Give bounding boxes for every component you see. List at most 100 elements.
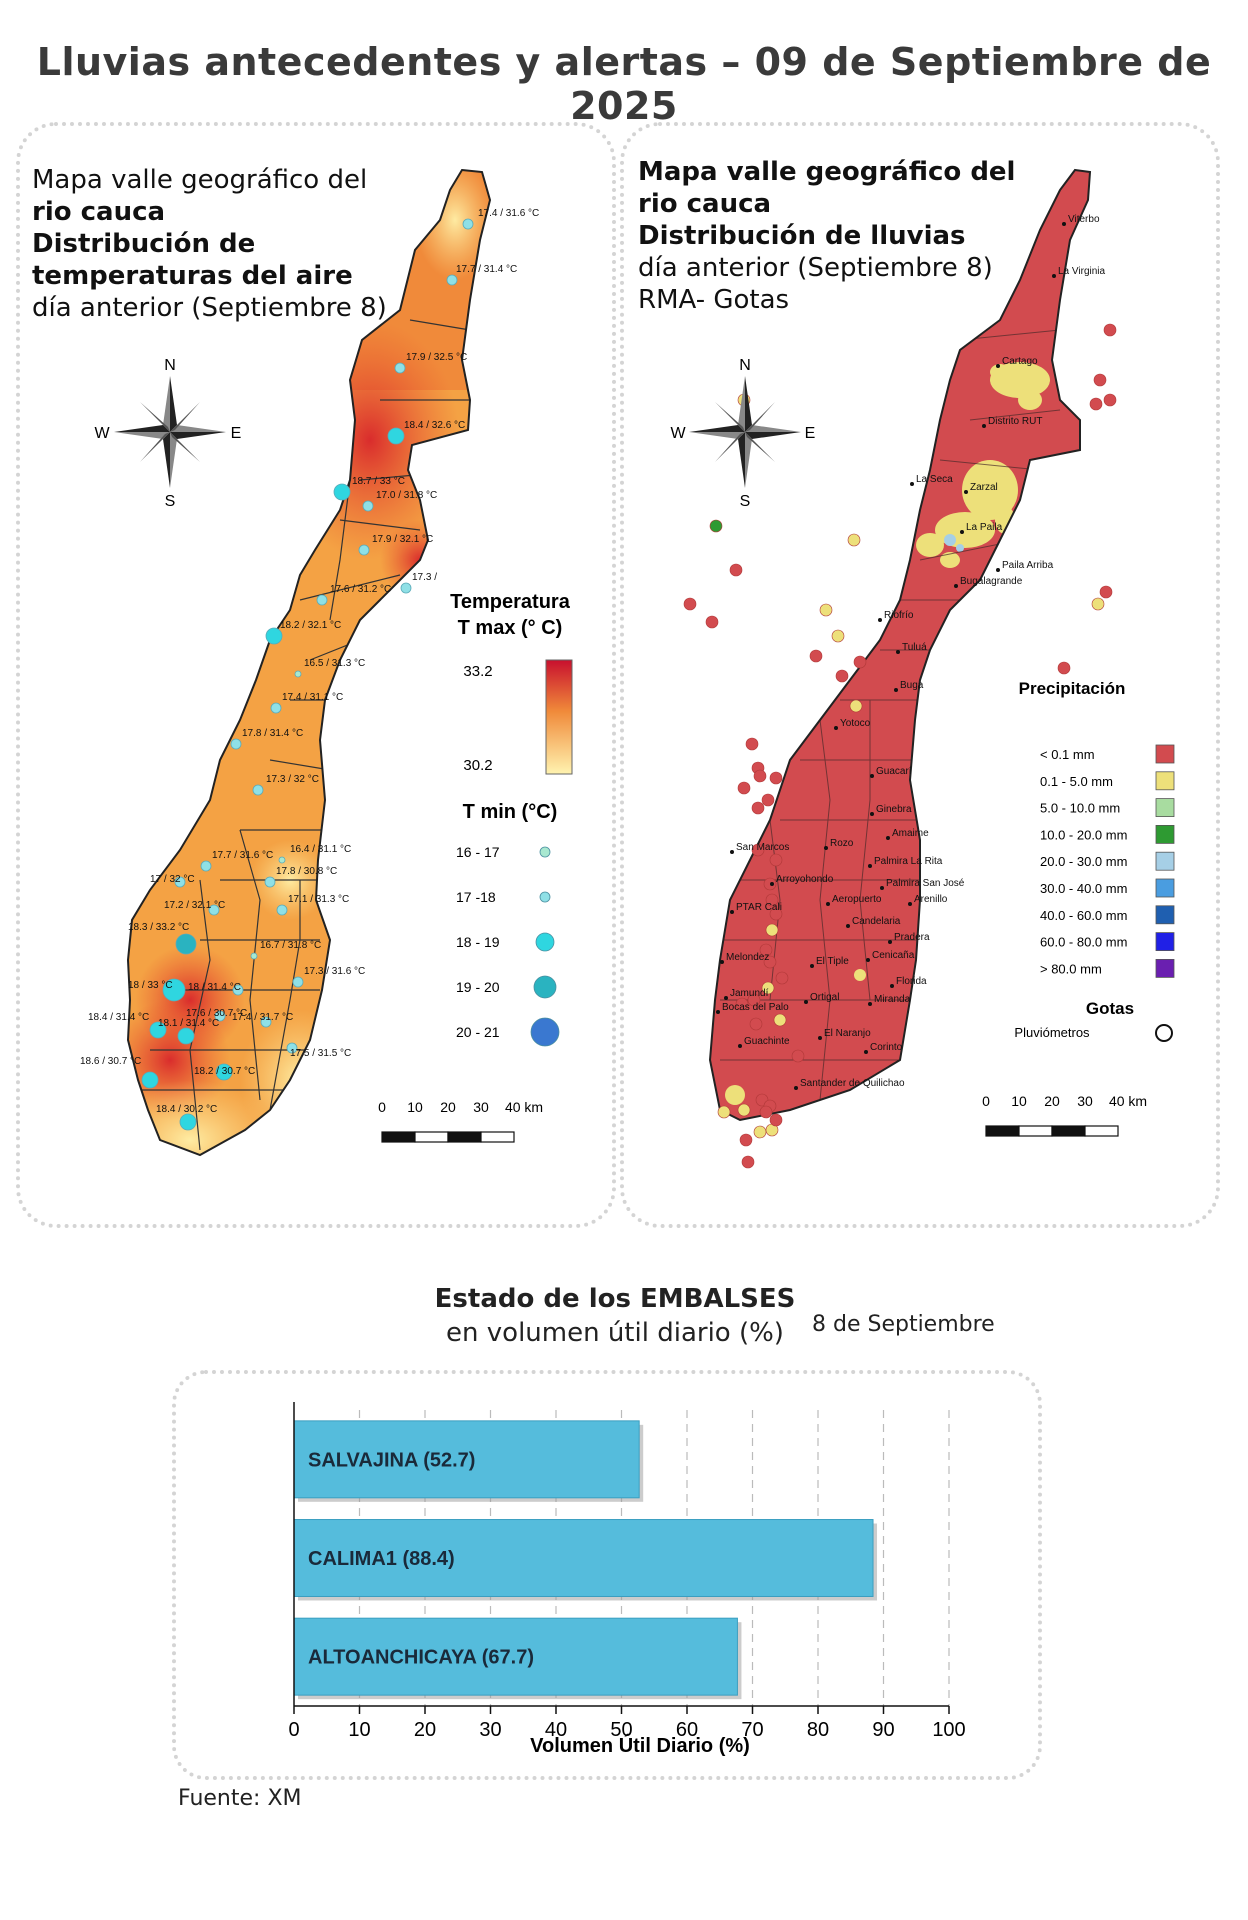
chart-bar-label: SALVAJINA (52.7): [308, 1449, 475, 1471]
temp-station-label: 17.4 / 31.6 °C: [478, 208, 539, 219]
rain-town-dot: [724, 996, 728, 1000]
rain-town-label: Viterbo: [1068, 214, 1100, 225]
temp-station-label: 17.8 / 31.4 °C: [242, 728, 303, 739]
chart-tick-label: 70: [741, 1719, 763, 1741]
temp-station-dot: [250, 952, 258, 960]
rain-gauge-dot: [765, 893, 779, 907]
tmin-legend-swatch: [530, 1017, 560, 1047]
reservoir-bar-chart: SALVAJINA (52.7) CALIMA1 (88.4) ALTOANCHIC…: [288, 1402, 966, 1757]
temp-station-dot: [215, 1063, 233, 1081]
rain-town-label: Palmira La Rita: [874, 856, 943, 867]
temp-station-label: 18.7 / 33 °C: [352, 476, 405, 487]
tmin-legend-swatch: [535, 932, 555, 952]
scale-bar-segment: [447, 1131, 482, 1143]
legend-tmax-colorbar: [545, 659, 573, 775]
rain-gauge-dot: [745, 737, 759, 751]
temp-station-label: 17.4 / 31.7 °C: [232, 1012, 293, 1023]
rain-gauge-dot: [759, 1105, 773, 1119]
temp-station-dot: [208, 904, 220, 916]
rain-gauge-dot: [705, 615, 719, 629]
rain-gauge-dot: [737, 1103, 751, 1117]
rain-town-label: Paila Arriba: [1002, 560, 1054, 571]
rain-town-dot: [964, 490, 968, 494]
temp-station-dot: [260, 1016, 272, 1028]
rain-town-dot: [818, 1036, 822, 1040]
rain-gauge-dot: [1103, 393, 1117, 407]
temp-station-label: 17.9 / 32.1 °C: [372, 534, 433, 545]
legend-tmax-title-2: T max (° C): [458, 617, 563, 639]
rain-legend-swatch: [1155, 851, 1175, 871]
rain-town-dot: [890, 984, 894, 988]
rain-town-label: Pradera: [894, 932, 930, 943]
scale-bar-segment: [1018, 1125, 1053, 1137]
temp-title-line-2: rio cauca: [32, 197, 166, 227]
rain-town-label: Amaime: [892, 828, 929, 839]
temp-station-label: 17.1 / 31.3 °C: [288, 894, 349, 905]
tmin-legend-label: 17 -18: [456, 889, 496, 905]
temp-station-label: 17.3 / 32 °C: [266, 774, 319, 785]
rain-town-dot: [880, 886, 884, 890]
temp-station-dot: [333, 483, 351, 501]
rain-legend-swatch: [1155, 825, 1175, 844]
rain-town-dot: [804, 1000, 808, 1004]
rain-town-dot: [810, 964, 814, 968]
compass-e: E: [805, 425, 816, 442]
temp-station-dot: [270, 702, 282, 714]
scale-label: 10: [1011, 1093, 1027, 1109]
rain-town-dot: [878, 618, 882, 622]
temp-station-label: 18.4 / 30.2 °C: [156, 1104, 217, 1115]
compass-rose-icon: [114, 376, 226, 488]
scale-label: 30: [1077, 1093, 1093, 1109]
temp-station-label: 18.1 / 31.4 °C: [158, 1018, 219, 1029]
gotas-label: Pluviómetros: [1014, 1025, 1090, 1040]
chart-tick-label: 10: [348, 1719, 370, 1741]
rain-gauge-dot: [775, 971, 789, 985]
rain-legend-swatch: [1155, 932, 1175, 951]
rain-town-dot: [1052, 274, 1056, 278]
temp-station-label: 18.2 / 30.7 °C: [194, 1066, 255, 1077]
temp-station-dot: [174, 876, 186, 888]
rain-gauge-dot: [847, 533, 861, 547]
rain-legend-label: 30.0 - 40.0 mm: [1040, 881, 1127, 896]
rain-legend-label: > 80.0 mm: [1040, 961, 1102, 976]
rain-town-label: Jamundí: [730, 988, 769, 999]
temp-station-dot: [141, 1071, 159, 1089]
temp-subtitle: día anterior (Septiembre 8): [32, 293, 387, 323]
rain-map: N S E W Viterbo La Virginia Cartago Distrit…: [670, 168, 1175, 1169]
temp-station-dot: [214, 1010, 226, 1022]
chart-tick-label: 20: [414, 1719, 436, 1741]
rain-town-dot: [770, 882, 774, 886]
tmin-legend-swatch: [539, 891, 551, 903]
temp-station-label: 17.7 / 31.4 °C: [456, 264, 517, 275]
temp-station-dot: [316, 594, 328, 606]
temp-station-label: 17.4 / 31.1 °C: [282, 692, 343, 703]
compass-n: N: [164, 357, 176, 374]
temp-station-label: 17.6 / 31.2 °C: [330, 584, 391, 595]
rain-gauge-dot: [831, 629, 845, 643]
chart-bar-label: ALTOANCHICAYA (67.7): [308, 1647, 534, 1669]
rain-town-label: Palmira San José: [886, 878, 965, 889]
rain-town-dot: [870, 774, 874, 778]
rain-gauge-dot: [1103, 323, 1117, 337]
temp-station-label: 16.7 / 31.8 °C: [260, 940, 321, 951]
scale-bar-segment: [480, 1131, 515, 1143]
rain-gauge-dot: [1093, 373, 1107, 387]
rain-town-dot: [1062, 222, 1066, 226]
rain-town-label: El Tiple: [816, 956, 849, 967]
tmin-legend-label: 16 - 17: [456, 844, 500, 860]
rain-town-dot: [834, 726, 838, 730]
rain-town-label: San Marcos: [736, 842, 789, 853]
rain-legend-label: 60.0 - 80.0 mm: [1040, 935, 1127, 950]
compass-n: N: [739, 357, 751, 374]
chart-x-axis-label: Volumen Útil Diario (%): [530, 1733, 750, 1757]
rain-town-label: Distrito RUT: [988, 416, 1042, 427]
temp-station-dot: [362, 500, 374, 512]
scale-label: 10: [407, 1099, 423, 1115]
compass-s: S: [165, 493, 176, 510]
rain-town-dot: [720, 960, 724, 964]
rain-town-label: Corinto: [870, 1042, 903, 1053]
gotas-title: Gotas: [1086, 999, 1134, 1018]
scale-label: 30: [473, 1099, 489, 1115]
rain-gauge-dot: [1091, 597, 1105, 611]
rain-gauge-dot: [759, 943, 773, 957]
